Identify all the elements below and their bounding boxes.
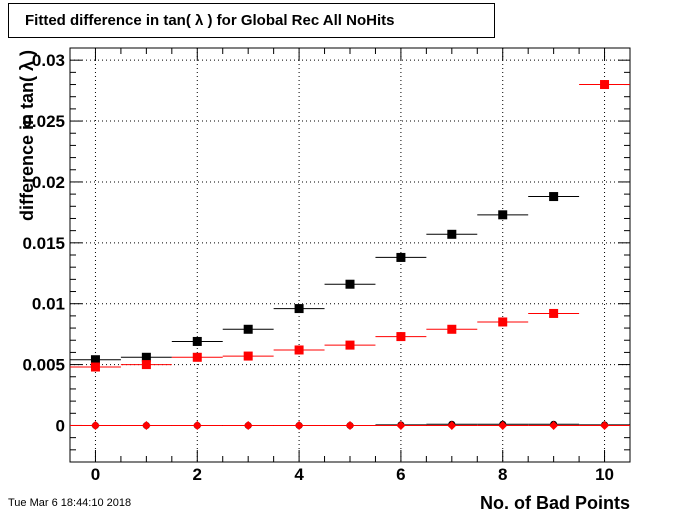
y-tick-label: 0.005 [22, 356, 65, 375]
data-point [447, 420, 457, 430]
y-tick-label: 0 [56, 416, 65, 435]
timestamp: Tue Mar 6 18:44:10 2018 [8, 497, 132, 509]
y-tick-label: 0.03 [32, 51, 65, 70]
data-point [294, 420, 304, 430]
data-point [396, 332, 406, 342]
data-point [396, 420, 406, 430]
data-point [243, 351, 253, 361]
data-point [498, 210, 508, 220]
data-point [600, 80, 610, 90]
data-point [90, 420, 100, 430]
data-point [345, 420, 355, 430]
y-tick-label: 0.02 [32, 173, 65, 192]
data-point [192, 336, 202, 346]
data-point [345, 279, 355, 289]
chart-title: Fitted difference in tan( λ ) for Global… [25, 12, 395, 29]
x-tick-label: 10 [595, 465, 614, 484]
y-tick-label: 0.01 [32, 295, 65, 314]
plot-frame [69, 47, 631, 463]
x-tick-label: 6 [396, 465, 405, 484]
chart-title-box: Fitted difference in tan( λ ) for Global… [8, 3, 495, 38]
data-point [294, 345, 304, 355]
data-point [498, 420, 508, 430]
data-point [600, 420, 610, 430]
data-point [141, 352, 151, 362]
data-point [141, 420, 151, 430]
data-point [447, 229, 457, 239]
y-tick-label: 0.015 [22, 234, 65, 253]
data-point [192, 352, 202, 362]
x-axis-label: No. of Bad Points [480, 493, 630, 513]
data-point [90, 355, 100, 365]
data-point [396, 252, 406, 262]
data-point [447, 324, 457, 334]
data-point [243, 420, 253, 430]
x-tick-label: 4 [294, 465, 304, 484]
y-tick-label: 0.025 [22, 112, 65, 131]
data-point [192, 420, 202, 430]
x-tick-label: 2 [193, 465, 202, 484]
data-point [294, 304, 304, 314]
data-point [549, 192, 559, 202]
data-point [549, 420, 559, 430]
x-tick-label: 8 [498, 465, 507, 484]
data-point [498, 317, 508, 327]
y-axis-label: difference in tan( λ ) [17, 50, 37, 221]
data-point [549, 308, 559, 318]
data-point [243, 324, 253, 334]
data-point [90, 362, 100, 372]
x-tick-label: 0 [91, 465, 100, 484]
data-point [141, 360, 151, 370]
data-point [345, 340, 355, 350]
